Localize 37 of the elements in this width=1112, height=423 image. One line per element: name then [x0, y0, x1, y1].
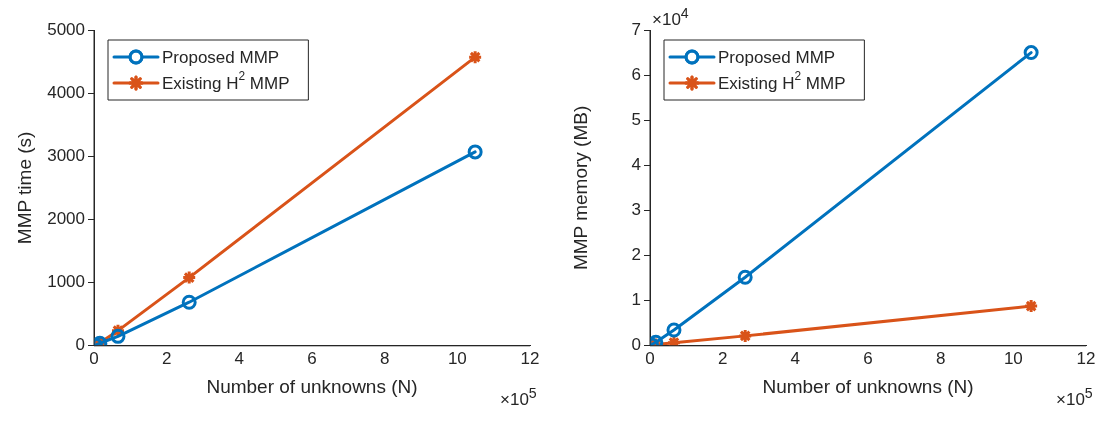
x-tick-label: 12 [520, 348, 540, 368]
x-tick-label: 6 [863, 348, 873, 368]
x-tick-label: 10 [447, 348, 467, 368]
y-tick-label: 3000 [47, 146, 85, 166]
y-tick-label: 4 [631, 155, 641, 175]
x-tick-label: 0 [645, 348, 655, 368]
x-axis-title: Number of unknowns (N) [762, 375, 974, 397]
y-tick-label: 1 [631, 290, 641, 310]
x-tick-label: 12 [1076, 348, 1096, 368]
x-tick-label: 4 [234, 348, 245, 368]
x-tick-label: 0 [89, 348, 99, 368]
x-tick-label: 6 [307, 348, 317, 368]
y-tick-label: 1000 [47, 272, 85, 292]
y-tick-label: 7 [631, 19, 641, 39]
y-tick-label: 0 [631, 335, 641, 355]
text: ×10$^{5}$ [500, 384, 537, 409]
x-tick-label: 2 [717, 348, 728, 368]
text: ×10$^{5}$ [1056, 384, 1093, 409]
x-tick-label: 10 [1003, 348, 1023, 368]
y-tick-label: 0 [75, 335, 85, 355]
x-axis-title: Number of unknowns (N) [206, 375, 418, 397]
x-tick-label: 8 [935, 348, 946, 368]
y-tick-label: 5 [631, 109, 641, 129]
y-axis-title: MMP time (s) [13, 131, 35, 245]
x-tick-label: 2 [161, 348, 172, 368]
x-tick-label: 8 [379, 348, 390, 368]
y-tick-label: 2 [631, 245, 641, 265]
y-tick-label: 2000 [47, 209, 85, 229]
legend-label: Proposed MMP [718, 47, 836, 67]
y-tick-label: 6 [631, 64, 641, 84]
y-tick-label: 3 [631, 200, 641, 220]
y-tick-label: 4000 [47, 82, 85, 102]
legend-label: Proposed MMP [162, 47, 280, 67]
y-axis-title: MMP memory (MB) [569, 105, 591, 271]
y-tick-label: 5000 [47, 19, 85, 39]
x-tick-label: 4 [790, 348, 801, 368]
text: ×10$^{4}$ [652, 5, 689, 29]
